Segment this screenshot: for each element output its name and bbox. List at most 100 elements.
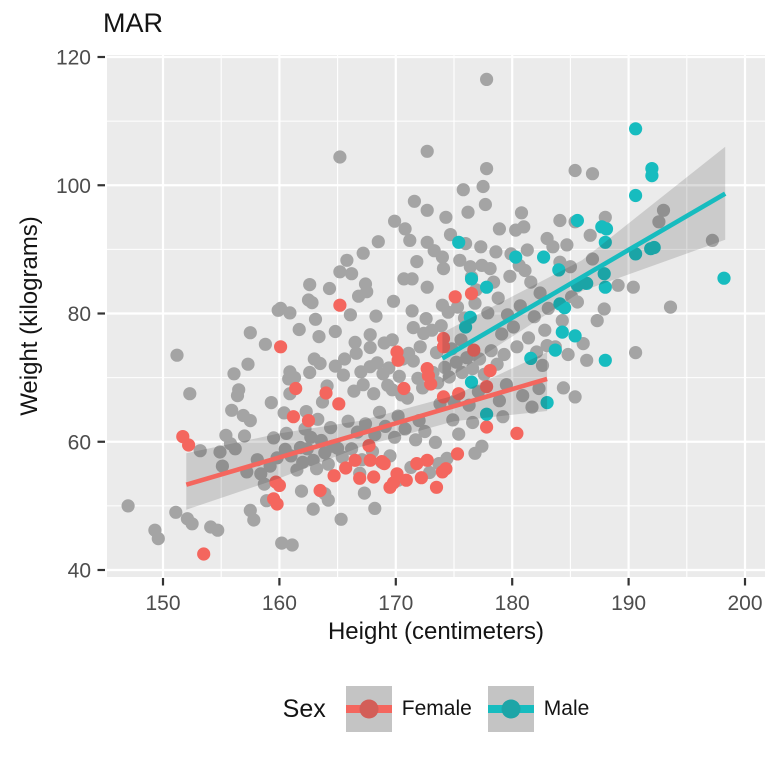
point-unlabeled	[392, 369, 406, 383]
point-female	[348, 453, 362, 467]
point-unlabeled	[169, 505, 183, 519]
point-unlabeled	[463, 260, 477, 274]
point-unlabeled	[466, 362, 480, 376]
point-female	[274, 340, 288, 354]
point-unlabeled	[382, 361, 396, 375]
point-unlabeled	[434, 319, 448, 333]
point-unlabeled	[435, 250, 449, 264]
point-female	[339, 461, 353, 475]
point-unlabeled	[241, 357, 255, 371]
point-unlabeled	[452, 427, 466, 441]
point-unlabeled	[211, 523, 225, 537]
point-unlabeled	[369, 309, 383, 323]
point-male	[555, 325, 569, 339]
point-unlabeled	[506, 320, 520, 334]
legend-label-female: Female	[401, 697, 472, 720]
point-female	[439, 462, 453, 476]
trend-line-female	[185, 376, 548, 487]
point-unlabeled	[183, 387, 197, 401]
point-unlabeled	[420, 280, 434, 294]
point-male	[598, 280, 612, 294]
point-unlabeled	[546, 240, 560, 254]
point-female	[301, 414, 316, 428]
point-unlabeled	[356, 246, 370, 260]
point-unlabeled	[341, 414, 355, 428]
point-unlabeled	[407, 194, 421, 208]
point-unlabeled	[406, 354, 420, 368]
point-female	[377, 457, 391, 471]
point-male	[568, 329, 582, 343]
point-unlabeled	[227, 367, 241, 381]
point-unlabeled	[478, 197, 492, 212]
x-tick-label: 170	[378, 592, 413, 615]
point-female	[333, 298, 347, 312]
point-female	[397, 381, 411, 396]
point-unlabeled	[358, 417, 373, 431]
point-unlabeled	[386, 294, 401, 308]
point-unlabeled	[561, 347, 575, 362]
point-unlabeled	[405, 272, 419, 286]
point-unlabeled	[492, 394, 506, 408]
point-unlabeled	[629, 346, 643, 360]
point-unlabeled	[413, 340, 427, 354]
point-unlabeled	[213, 445, 227, 459]
x-tick-label: 200	[727, 592, 762, 615]
point-unlabeled	[348, 335, 362, 349]
point-unlabeled	[324, 421, 338, 435]
point-male	[524, 351, 538, 365]
point-male	[540, 396, 554, 410]
point-unlabeled	[533, 286, 547, 300]
point-male	[629, 122, 643, 136]
point-unlabeled	[663, 300, 678, 314]
point-female	[197, 547, 211, 561]
point-unlabeled	[440, 451, 454, 465]
point-unlabeled	[446, 413, 460, 427]
point-female	[436, 390, 451, 404]
point-female	[420, 453, 434, 467]
point-unlabeled	[521, 331, 536, 345]
point-female	[363, 453, 377, 467]
point-unlabeled	[483, 262, 497, 276]
point-unlabeled	[372, 405, 387, 419]
point-unlabeled	[496, 410, 510, 424]
point-male	[629, 247, 643, 261]
point-female	[452, 387, 466, 401]
point-unlabeled	[461, 205, 475, 219]
point-male	[452, 235, 466, 249]
point-unlabeled	[597, 302, 611, 316]
point-unlabeled	[450, 300, 465, 314]
point-unlabeled	[322, 281, 337, 296]
point-female	[510, 426, 524, 440]
point-unlabeled	[368, 501, 382, 515]
point-unlabeled	[580, 353, 594, 367]
point-unlabeled	[626, 280, 640, 294]
point-female	[362, 439, 376, 453]
legend-item-female: Female	[345, 686, 472, 732]
point-unlabeled	[409, 433, 423, 447]
point-unlabeled	[410, 255, 424, 269]
point-unlabeled	[439, 210, 453, 224]
point-unlabeled	[333, 265, 347, 279]
point-male	[598, 235, 612, 249]
point-unlabeled	[418, 424, 432, 439]
point-unlabeled	[247, 513, 261, 527]
point-unlabeled	[570, 295, 585, 309]
y-tick-label: 80	[68, 303, 91, 326]
point-unlabeled	[258, 337, 272, 351]
point-unlabeled	[170, 348, 184, 362]
point-unlabeled	[532, 381, 546, 396]
point-unlabeled	[611, 278, 625, 292]
point-unlabeled	[527, 310, 541, 324]
point-unlabeled	[310, 462, 324, 476]
point-unlabeled	[287, 371, 302, 385]
point-unlabeled	[254, 467, 268, 481]
point-unlabeled	[340, 253, 354, 267]
legend-key-dot	[501, 699, 521, 719]
legend: Sex Female Male	[107, 686, 765, 732]
point-unlabeled	[371, 235, 385, 249]
point-female	[390, 467, 404, 481]
point-unlabeled	[243, 414, 257, 428]
point-unlabeled	[360, 285, 374, 299]
